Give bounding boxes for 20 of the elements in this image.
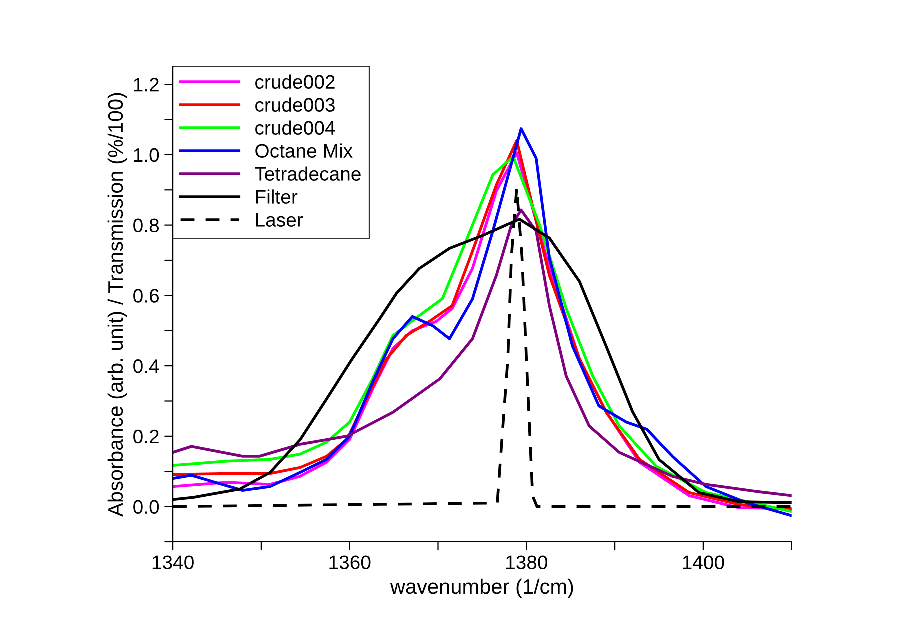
- legend-label: Laser: [256, 213, 304, 227]
- x-tick-label: 1340: [152, 556, 194, 570]
- legend-label: crude002: [256, 74, 335, 90]
- y-tick-label: 0.8: [134, 218, 160, 233]
- legend-label: Tetradecane: [255, 166, 361, 181]
- x-tick-label: 1400: [683, 556, 724, 570]
- x-axis-title: wavenumber (1/cm): [390, 578, 574, 598]
- y-tick-label: 1.2: [134, 78, 159, 92]
- legend-label: crude003: [256, 98, 335, 112]
- legend-label: Octane Mix: [256, 144, 353, 158]
- y-tick-label: 1.0: [134, 148, 160, 162]
- x-tick-label: 1380: [506, 556, 548, 570]
- y-tick-label: 0.2: [134, 430, 159, 444]
- x-tick-label: 1360: [330, 556, 371, 570]
- y-axis-title: Absorbance (arb. unit) / Transmission (%/100): [108, 93, 128, 517]
- legend-label: crude004: [256, 120, 336, 136]
- legend-label: Filter: [256, 190, 298, 204]
- y-tick-label: 0.6: [134, 289, 159, 303]
- y-tick-label: 0.4: [134, 360, 160, 374]
- y-tick-label: 0.0: [134, 500, 160, 514]
